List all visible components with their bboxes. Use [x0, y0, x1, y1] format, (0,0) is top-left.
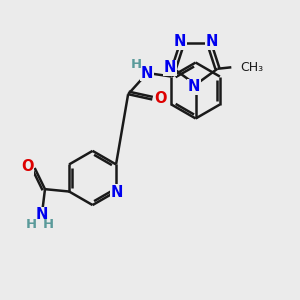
Text: N: N — [205, 34, 218, 49]
Text: H: H — [43, 218, 54, 231]
Text: CH₃: CH₃ — [240, 61, 263, 74]
Text: H: H — [25, 218, 36, 231]
Text: N: N — [188, 80, 200, 94]
Text: N: N — [164, 60, 176, 75]
Text: N: N — [111, 185, 123, 200]
Text: H: H — [130, 58, 142, 71]
Text: O: O — [154, 91, 167, 106]
Text: O: O — [21, 159, 34, 174]
Text: N: N — [141, 65, 154, 80]
Text: N: N — [174, 34, 186, 49]
Text: N: N — [36, 207, 48, 222]
